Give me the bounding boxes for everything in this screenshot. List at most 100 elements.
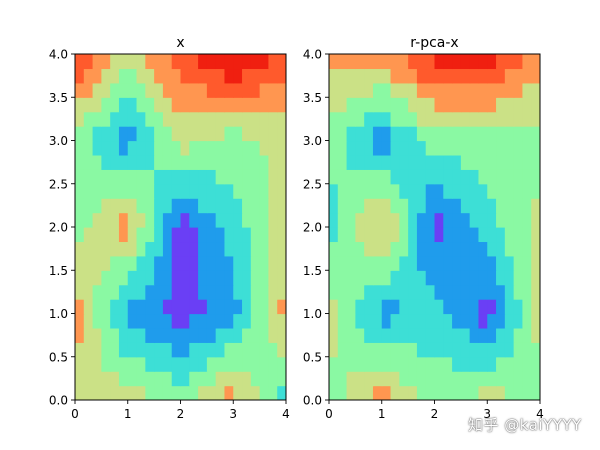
contour-cell — [110, 169, 120, 185]
contour-cell — [233, 241, 243, 257]
contour-cell — [198, 97, 208, 113]
contour-cell — [259, 356, 270, 372]
contour-cell — [513, 82, 524, 98]
contour-cell — [496, 270, 506, 286]
contour-cell — [364, 169, 374, 185]
contour-cell — [469, 212, 480, 228]
contour-cell — [364, 327, 374, 343]
contour-cell — [522, 111, 532, 127]
contour-cell — [154, 154, 164, 170]
contour-cell — [434, 97, 444, 113]
contour-cell — [277, 68, 286, 84]
contour-cell — [478, 54, 488, 70]
contour-cell — [268, 284, 278, 300]
contour-cell — [198, 154, 208, 170]
contour-cell — [268, 54, 278, 70]
contour-cell — [136, 313, 146, 329]
contour-cell — [408, 111, 418, 127]
contour-cell — [487, 356, 497, 372]
contour-cell — [189, 284, 199, 300]
contour-cell — [355, 270, 365, 286]
contour-cell — [259, 183, 270, 199]
contour-cell — [408, 126, 418, 142]
contour-cell — [268, 126, 278, 142]
contour-cell — [399, 54, 409, 70]
contour-cell — [75, 356, 85, 372]
contour-cell — [259, 385, 270, 400]
contour-cell — [277, 111, 286, 127]
contour-cell — [460, 82, 471, 98]
contour-cell — [118, 270, 129, 286]
contour-cell — [224, 371, 234, 387]
contour-cell — [277, 313, 286, 329]
contour-cell — [372, 212, 383, 228]
contour-cell — [416, 212, 427, 228]
contour-cell — [399, 385, 409, 400]
contour-cell — [145, 154, 155, 170]
contour-cell — [504, 97, 515, 113]
contour-cell — [215, 299, 226, 315]
contour-cell — [206, 241, 217, 257]
contour-cell — [364, 154, 374, 170]
contour-cell — [522, 356, 532, 372]
contour-cell — [75, 284, 85, 300]
contour-cell — [162, 68, 173, 84]
contour-cell — [277, 385, 286, 400]
contour-cell — [434, 299, 444, 315]
contour-cell — [478, 342, 488, 358]
contour-cell — [259, 227, 270, 243]
contour-cell — [268, 270, 278, 286]
contour-cell — [242, 82, 252, 98]
contour-cell — [496, 169, 506, 185]
contour-cell — [408, 385, 418, 400]
contour-cell — [434, 342, 444, 358]
contour-cell — [198, 255, 208, 271]
contour-cell — [443, 169, 453, 185]
contour-cell — [390, 327, 400, 343]
contour-cell — [408, 284, 418, 300]
contour-cell — [101, 255, 111, 271]
contour-cell — [145, 299, 155, 315]
contour-cell — [513, 313, 524, 329]
contour-cell — [171, 212, 182, 228]
contour-cell — [110, 385, 120, 400]
contour-cell — [110, 54, 120, 70]
contour-cell — [92, 54, 102, 70]
contour-cell — [145, 183, 155, 199]
contour-cell — [531, 371, 540, 387]
contour-cell — [233, 54, 243, 70]
contour-cell — [408, 68, 418, 84]
contour-cell — [355, 82, 365, 98]
contour-cell — [408, 313, 418, 329]
contour-cell — [434, 241, 444, 257]
contour-cell — [180, 327, 190, 343]
contour-cell — [443, 270, 453, 286]
contour-cell — [416, 371, 427, 387]
contour-cell — [154, 183, 164, 199]
contour-cell — [346, 227, 356, 243]
contour-cell — [496, 356, 506, 372]
contour-cell — [242, 227, 252, 243]
contour-cell — [162, 327, 173, 343]
contour-cell — [171, 169, 182, 185]
contour-cell — [154, 68, 164, 84]
contour-cell — [460, 140, 471, 156]
contour-cell — [110, 371, 120, 387]
contour-cell — [496, 342, 506, 358]
contour-cell — [259, 68, 270, 84]
contour-cell — [233, 169, 243, 185]
x-tick-label: 4 — [536, 407, 544, 421]
contour-cell — [224, 327, 234, 343]
contour-cell — [381, 342, 392, 358]
contour-cell — [346, 97, 356, 113]
contour-cell — [171, 82, 182, 98]
contour-cell — [145, 97, 155, 113]
contour-cell — [381, 140, 392, 156]
contour-cell — [268, 82, 278, 98]
contour-cell — [329, 313, 339, 329]
contour-cell — [372, 154, 383, 170]
contour-cell — [198, 68, 208, 84]
contour-cell — [118, 227, 129, 243]
contour-cell — [504, 313, 515, 329]
y-tick-label: 1.5 — [303, 264, 322, 278]
